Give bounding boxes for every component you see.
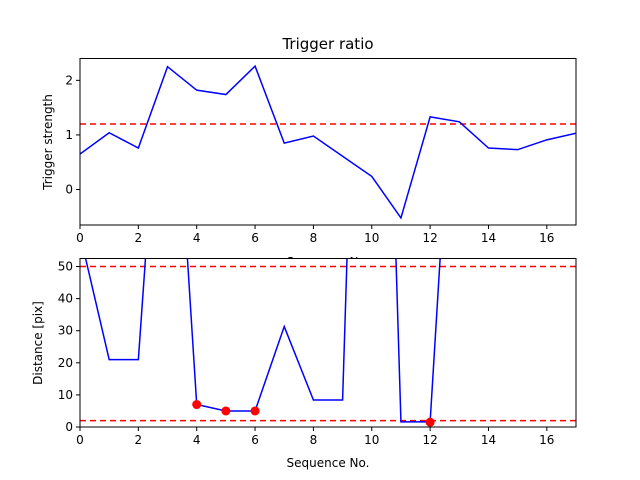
bottom-x-axis-label: Sequence No. [287,456,370,470]
bottom-x-tick-label: 14 [481,433,496,447]
top-y-tick-label: 1 [65,128,73,142]
bottom-marker-point [221,406,231,416]
bottom-x-tick-label: 8 [310,433,318,447]
bottom-x-tick-label: 2 [135,433,143,447]
top-x-tick-label: 10 [364,231,379,245]
top-x-tick-label: 8 [310,231,318,245]
bottom-y-tick-label: 30 [58,324,73,338]
bottom-y-tick-label: 50 [58,260,73,274]
bottom-x-tick-label: 10 [364,433,379,447]
top-series-line-0 [80,64,576,220]
top-y-ticks: 0 1 2 [65,73,80,197]
bottom-plot-area [80,258,576,427]
bottom-y-tick-label: 40 [58,292,73,306]
bottom-x-tick-label: 4 [193,433,201,447]
bottom-x-tick-label: 0 [76,433,84,447]
bottom-subplot: 0 2 4 6 8 10 12 14 16 0 10 20 30 40 50 Sequence No. D… [31,258,577,470]
top-x-tick-label: 14 [481,231,496,245]
bottom-y-tick-label: 0 [65,420,73,434]
bottom-y-ticks: 0 10 20 30 40 50 [58,260,80,434]
bottom-x-tick-label: 6 [251,433,259,447]
bottom-marker-point [192,400,202,410]
top-axes-frame [79,58,577,226]
bottom-x-tick-label: 16 [539,433,554,447]
top-y-axis-label: Trigger strength [41,94,55,191]
bottom-x-ticks: 0 2 4 6 8 10 12 14 16 [76,427,554,447]
bottom-axes-frame [79,258,577,428]
bottom-y-axis-label: Distance [pix] [31,301,45,385]
top-x-tick-label: 12 [422,231,437,245]
top-y-tick-label: 0 [65,183,73,197]
top-chart-title: Trigger ratio [281,35,373,53]
bottom-y-tick-label: 10 [58,388,73,402]
top-x-tick-label: 6 [251,231,259,245]
bottom-series-line-0 [84,258,441,423]
top-y-tick-label: 2 [65,73,73,87]
top-x-tick-label: 0 [76,231,84,245]
bottom-marker-point [425,417,435,427]
top-x-tick-label: 16 [539,231,554,245]
bottom-marker-point [250,406,260,416]
bottom-y-tick-label: 20 [58,356,73,370]
top-x-ticks: 0 2 4 6 8 10 12 14 16 [76,225,554,245]
bottom-axes-background [80,258,576,427]
bottom-x-tick-label: 12 [422,433,437,447]
top-plot-area [80,64,576,220]
top-x-tick-label: 2 [135,231,143,245]
top-x-tick-label: 4 [193,231,201,245]
